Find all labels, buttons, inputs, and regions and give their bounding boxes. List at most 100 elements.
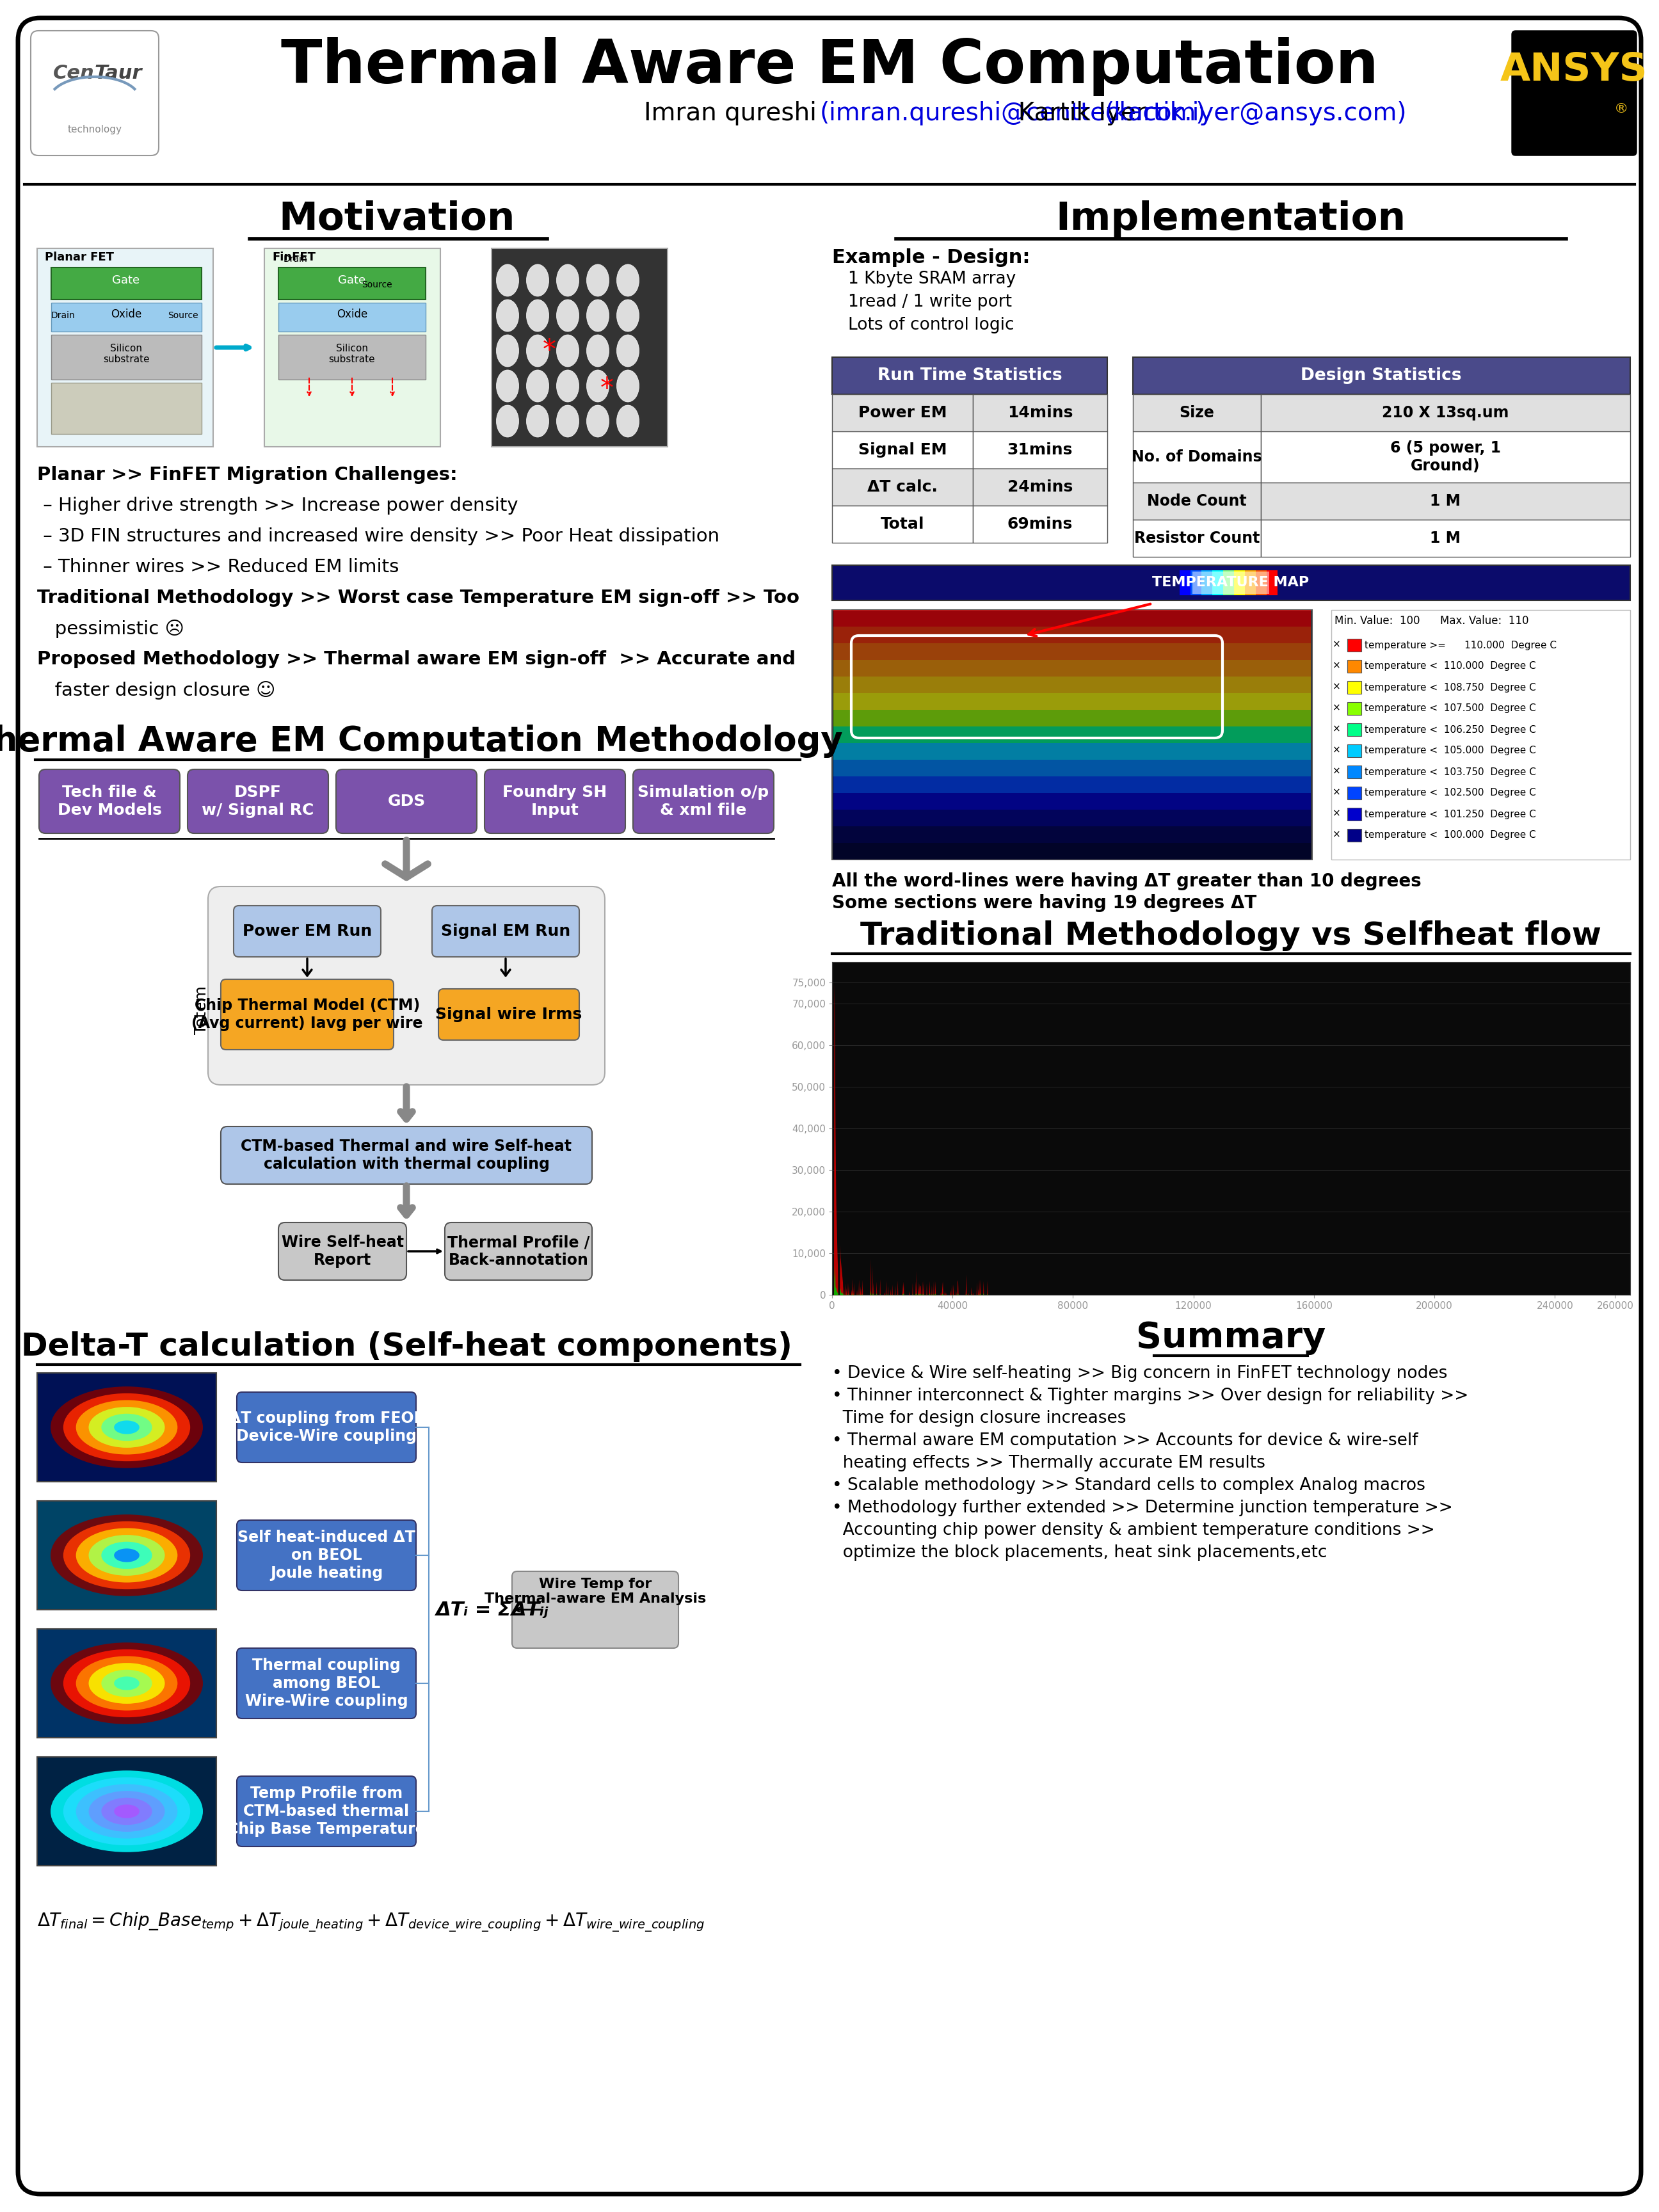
Bar xyxy=(1347,681,1362,695)
FancyBboxPatch shape xyxy=(221,1126,592,1183)
Bar xyxy=(51,383,202,434)
Bar xyxy=(51,268,202,299)
Text: 210 X 13sq.um: 210 X 13sq.um xyxy=(1382,405,1508,420)
FancyBboxPatch shape xyxy=(237,1776,416,1847)
Ellipse shape xyxy=(617,265,639,296)
Text: Time for design closure increases: Time for design closure increases xyxy=(833,1409,1126,1427)
Text: Thermal Aware EM Computation Methodology: Thermal Aware EM Computation Methodology xyxy=(0,726,843,759)
FancyBboxPatch shape xyxy=(237,1648,416,1719)
Text: Delta-T calculation (Self-heat components): Delta-T calculation (Self-heat component… xyxy=(22,1332,791,1363)
Ellipse shape xyxy=(76,1400,178,1455)
Text: temperature <  101.250  Degree C: temperature < 101.250 Degree C xyxy=(1365,810,1536,818)
Text: Min. Value:  100      Max. Value:  110: Min. Value: 100 Max. Value: 110 xyxy=(1334,615,1528,626)
Text: EM ratio: EM ratio xyxy=(1020,993,1203,1031)
Text: Source: Source xyxy=(168,312,199,321)
Bar xyxy=(36,248,212,447)
Text: Chip Thermal Model (CTM)
(Avg current) Iavg per wire: Chip Thermal Model (CTM) (Avg current) I… xyxy=(191,998,423,1031)
Bar xyxy=(1133,520,1261,557)
Text: 1 M: 1 M xyxy=(1430,531,1460,546)
Bar xyxy=(1347,807,1362,821)
Bar xyxy=(833,843,1311,860)
Text: Proposed Methodology >> Thermal aware EM sign-off  >> Accurate and: Proposed Methodology >> Thermal aware EM… xyxy=(36,650,796,668)
Text: 1 Kbyte SRAM array: 1 Kbyte SRAM array xyxy=(848,270,1015,288)
Ellipse shape xyxy=(556,265,579,296)
Text: Source: Source xyxy=(362,281,392,290)
Text: faster design closure ☺: faster design closure ☺ xyxy=(36,681,275,699)
Text: 6 (5 power, 1
Ground): 6 (5 power, 1 Ground) xyxy=(1390,440,1501,473)
Text: temperature <  103.750  Degree C: temperature < 103.750 Degree C xyxy=(1365,768,1536,776)
Text: Lots of control logic: Lots of control logic xyxy=(848,316,1014,334)
Text: Gate: Gate xyxy=(338,274,367,285)
Bar xyxy=(51,303,202,332)
Ellipse shape xyxy=(101,1798,153,1825)
Bar xyxy=(36,1502,216,1610)
Bar xyxy=(1133,482,1261,520)
Text: Resistor Count: Resistor Count xyxy=(1135,531,1259,546)
Ellipse shape xyxy=(587,299,609,332)
Ellipse shape xyxy=(496,265,519,296)
Bar xyxy=(279,268,426,299)
FancyBboxPatch shape xyxy=(221,980,393,1051)
Bar xyxy=(1347,745,1362,757)
Text: Oxide: Oxide xyxy=(111,307,141,321)
Text: Node Count: Node Count xyxy=(1146,493,1246,509)
Text: ×: × xyxy=(1332,723,1340,734)
Text: Kartik Iyer: Kartik Iyer xyxy=(1002,102,1146,126)
Ellipse shape xyxy=(526,299,549,332)
Text: Design Statistics: Design Statistics xyxy=(1301,367,1462,385)
Text: ΔT calc.: ΔT calc. xyxy=(868,480,937,495)
Text: Traditional Flow: Traditional Flow xyxy=(1495,975,1627,991)
Text: – 3D FIN structures and increased wire density >> Poor Heat dissipation: – 3D FIN structures and increased wire d… xyxy=(36,526,720,546)
Ellipse shape xyxy=(587,369,609,403)
Bar xyxy=(1133,431,1261,482)
Ellipse shape xyxy=(587,334,609,367)
Ellipse shape xyxy=(88,1407,164,1447)
FancyBboxPatch shape xyxy=(237,1520,416,1590)
FancyBboxPatch shape xyxy=(431,905,579,958)
Text: (imran.qureshi@centtech.com): (imran.qureshi@centtech.com) xyxy=(820,102,1206,126)
Bar xyxy=(833,469,972,507)
Ellipse shape xyxy=(496,334,519,367)
Bar xyxy=(833,794,1311,810)
Bar xyxy=(1347,787,1362,799)
Text: Cen: Cen xyxy=(53,64,95,82)
Bar xyxy=(1193,571,1269,595)
Ellipse shape xyxy=(526,405,549,438)
FancyBboxPatch shape xyxy=(237,1391,416,1462)
Text: ΔTᵢ = ΣΔTᵢⱼ: ΔTᵢ = ΣΔTᵢⱼ xyxy=(435,1601,547,1619)
Bar xyxy=(1347,639,1362,653)
Bar xyxy=(833,659,1311,677)
Ellipse shape xyxy=(63,1776,191,1845)
Text: ×: × xyxy=(1332,639,1340,650)
Ellipse shape xyxy=(63,1522,191,1588)
Text: Planar FET: Planar FET xyxy=(45,252,114,263)
Bar xyxy=(833,759,1311,776)
Text: Imran qureshi: Imran qureshi xyxy=(644,102,816,126)
Bar xyxy=(833,507,972,542)
Text: Planar >> FinFET Migration Challenges:: Planar >> FinFET Migration Challenges: xyxy=(36,467,458,484)
Bar xyxy=(833,677,1311,692)
Ellipse shape xyxy=(63,1394,191,1462)
Text: Self heat-induced ΔT
on BEOL
Joule heating: Self heat-induced ΔT on BEOL Joule heati… xyxy=(237,1531,415,1582)
Bar xyxy=(972,469,1107,507)
Text: temperature <  106.250  Degree C: temperature < 106.250 Degree C xyxy=(1365,726,1536,734)
Ellipse shape xyxy=(526,369,549,403)
Text: Power EM Run: Power EM Run xyxy=(242,925,372,938)
Text: Traditional Methodology >> Worst case Temperature EM sign-off >> Too: Traditional Methodology >> Worst case Te… xyxy=(36,588,800,606)
Bar xyxy=(833,356,1107,394)
Bar xyxy=(972,431,1107,469)
Ellipse shape xyxy=(617,369,639,403)
Text: Foundry SH
Input: Foundry SH Input xyxy=(503,785,607,818)
Bar xyxy=(833,431,972,469)
Text: Thermal coupling
among BEOL
Wire-Wire coupling: Thermal coupling among BEOL Wire-Wire co… xyxy=(246,1657,408,1710)
Text: Temp Profile from
CTM-based thermal
Chip Base Temperature: Temp Profile from CTM-based thermal Chip… xyxy=(227,1785,426,1836)
Ellipse shape xyxy=(526,334,549,367)
Ellipse shape xyxy=(556,299,579,332)
FancyBboxPatch shape xyxy=(513,1571,679,1648)
Ellipse shape xyxy=(50,1644,202,1723)
Text: ANSYS: ANSYS xyxy=(1500,51,1647,88)
FancyBboxPatch shape xyxy=(234,905,382,958)
Bar xyxy=(833,776,1311,794)
Bar xyxy=(279,334,426,380)
Ellipse shape xyxy=(617,334,639,367)
